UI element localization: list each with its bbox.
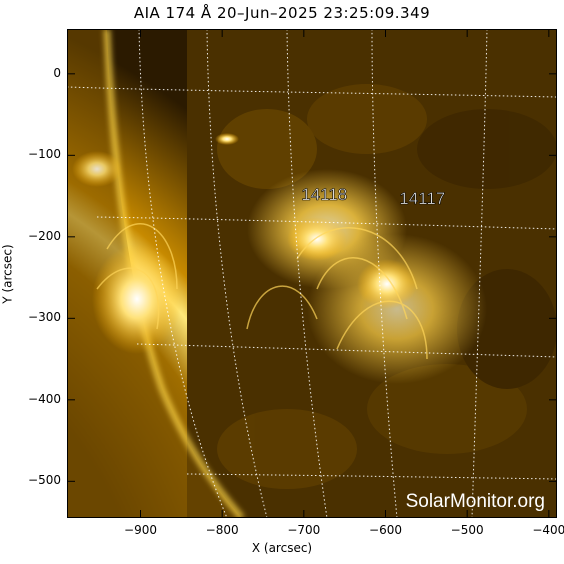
y-tick-label: −400 [28, 391, 61, 406]
y-tick-label: −500 [28, 473, 61, 488]
y-axis-ticks [67, 73, 557, 482]
y-tick-label: 0 [53, 65, 61, 80]
x-tick-label: −600 [369, 523, 402, 537]
image-title: AIA 174 Å 20–Jun–2025 23:25:09.349 [133, 4, 431, 22]
plot-frame [67, 29, 557, 518]
solar-limb-bright-edge [67, 29, 242, 518]
watermark: SolarMonitor.org [406, 491, 545, 512]
x-tick-label: −900 [124, 523, 157, 537]
x-tick-label: −800 [205, 523, 239, 537]
active-region-label: 14117 [399, 189, 445, 208]
x-tick-label: −400 [532, 523, 564, 537]
limb-active-region-emission [72, 133, 239, 354]
active-region-label: 14118 [301, 185, 347, 204]
y-tick-label: −200 [28, 228, 61, 243]
solar-image-plot: 14118 14117 SolarMonitor.org [67, 29, 557, 518]
x-tick-label: −500 [450, 523, 484, 537]
heliographic-grid [67, 29, 557, 518]
x-axis-ticks [140, 29, 550, 518]
active-region-14118-emission [247, 169, 487, 384]
region-labels: 14118 14117 [301, 185, 446, 209]
y-axis-label: Y (arcsec) [0, 244, 15, 304]
coronal-loops [96, 223, 428, 360]
x-tick-label: −700 [287, 523, 321, 537]
y-tick-label: −300 [28, 310, 61, 325]
x-axis-label: X (arcsec) [251, 541, 313, 555]
y-tick-label: −100 [28, 147, 61, 162]
